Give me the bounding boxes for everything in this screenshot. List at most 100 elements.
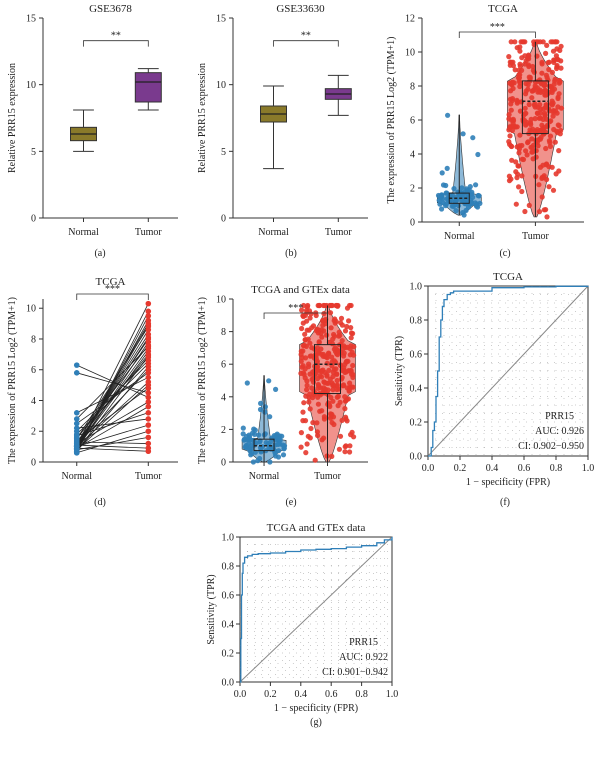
data-point xyxy=(318,346,324,352)
data-point xyxy=(327,302,333,309)
panel-a: 0 5 10 15 Normal Tumor ** GSE3678 Relative PRR15… xyxy=(7,3,178,259)
pair-line xyxy=(76,424,149,448)
data-point xyxy=(326,350,332,356)
x-tick-label: 1.0 xyxy=(386,689,399,700)
data-point-tumor xyxy=(145,313,152,319)
panel-b: 0 5 10 15 Normal Tumor ** GSE33630 Relative PRR1… xyxy=(197,3,368,259)
data-point xyxy=(522,208,528,215)
chart-title: TCGA xyxy=(96,276,126,288)
data-point xyxy=(334,377,340,384)
data-point xyxy=(319,408,325,414)
y-tick-label: 0 xyxy=(221,214,226,225)
data-point xyxy=(472,200,478,206)
chart-title: TCGA xyxy=(488,3,518,15)
data-point xyxy=(324,332,330,338)
data-point xyxy=(507,96,513,102)
x-tick-label: Normal xyxy=(61,471,92,482)
data-point xyxy=(330,382,336,388)
data-point xyxy=(298,348,304,354)
data-point xyxy=(298,444,304,450)
data-point xyxy=(523,122,529,128)
data-point xyxy=(321,435,327,441)
data-point xyxy=(521,112,527,119)
data-point xyxy=(240,425,246,431)
panel-label: (c) xyxy=(499,248,510,259)
data-point xyxy=(329,354,335,360)
data-point-tumor xyxy=(145,409,152,416)
data-point xyxy=(554,65,560,72)
y-tick-label: 4 xyxy=(31,396,36,407)
y-tick-label: 0.2 xyxy=(222,649,235,660)
data-point xyxy=(510,59,516,65)
data-point xyxy=(541,106,547,112)
data-point xyxy=(343,398,349,404)
data-point xyxy=(537,78,543,85)
y-tick-label: 15 xyxy=(216,14,226,25)
data-point xyxy=(339,322,345,328)
data-point xyxy=(324,360,330,366)
data-point xyxy=(298,430,304,436)
data-point xyxy=(309,385,315,391)
data-point xyxy=(515,163,521,169)
x-axis-label: 1 − specificity (FPR) xyxy=(274,703,358,714)
data-point xyxy=(318,351,324,357)
data-point xyxy=(533,39,539,45)
data-point xyxy=(329,453,335,459)
data-point xyxy=(300,320,306,326)
data-point xyxy=(307,406,313,412)
data-point xyxy=(540,116,546,122)
data-point xyxy=(300,409,306,415)
data-point xyxy=(544,91,551,97)
data-point xyxy=(537,164,544,170)
data-point xyxy=(553,39,559,45)
data-point xyxy=(301,400,307,406)
data-point xyxy=(526,101,532,108)
data-point xyxy=(544,42,550,49)
data-point xyxy=(325,400,331,406)
data-point xyxy=(302,337,308,343)
data-point xyxy=(516,67,522,73)
y-tick-label: 1.0 xyxy=(222,533,235,544)
data-point xyxy=(452,199,458,205)
y-tick-label: 2 xyxy=(31,427,36,438)
data-point xyxy=(529,136,535,142)
data-point xyxy=(444,165,450,171)
data-point xyxy=(543,72,550,78)
data-point xyxy=(512,67,518,73)
x-tick-label: 0.4 xyxy=(486,463,499,474)
data-point xyxy=(443,190,449,196)
data-point xyxy=(330,373,336,380)
panel-label: (a) xyxy=(94,248,105,259)
data-point-tumor xyxy=(145,390,152,396)
data-point xyxy=(522,105,528,111)
data-point xyxy=(330,369,336,375)
data-point xyxy=(317,302,323,309)
data-point xyxy=(534,110,541,116)
data-point xyxy=(336,446,342,452)
data-point xyxy=(555,94,561,100)
data-point-tumor xyxy=(145,370,152,376)
data-point xyxy=(539,174,545,180)
data-point xyxy=(515,75,522,81)
data-point xyxy=(299,307,305,313)
x-tick-label: Normal xyxy=(249,471,280,482)
x-tick-label: 0.6 xyxy=(325,689,338,700)
y-tick-label: 5 xyxy=(221,147,226,158)
data-point xyxy=(558,43,564,49)
data-point xyxy=(541,126,547,132)
data-point xyxy=(525,139,531,145)
data-point xyxy=(347,380,353,386)
data-point xyxy=(552,139,558,145)
data-point xyxy=(252,431,258,437)
data-point xyxy=(517,132,523,138)
x-tick-label: Tumor xyxy=(522,231,550,242)
data-point xyxy=(333,302,339,309)
data-point xyxy=(550,48,557,54)
legend-ci: CI: 0.901−0.942 xyxy=(322,667,388,678)
data-point xyxy=(552,78,558,84)
pair-line xyxy=(76,447,149,452)
significance-label: *** xyxy=(105,284,120,295)
data-point xyxy=(279,433,285,439)
data-point-tumor xyxy=(145,308,152,315)
data-point-tumor xyxy=(145,448,152,455)
